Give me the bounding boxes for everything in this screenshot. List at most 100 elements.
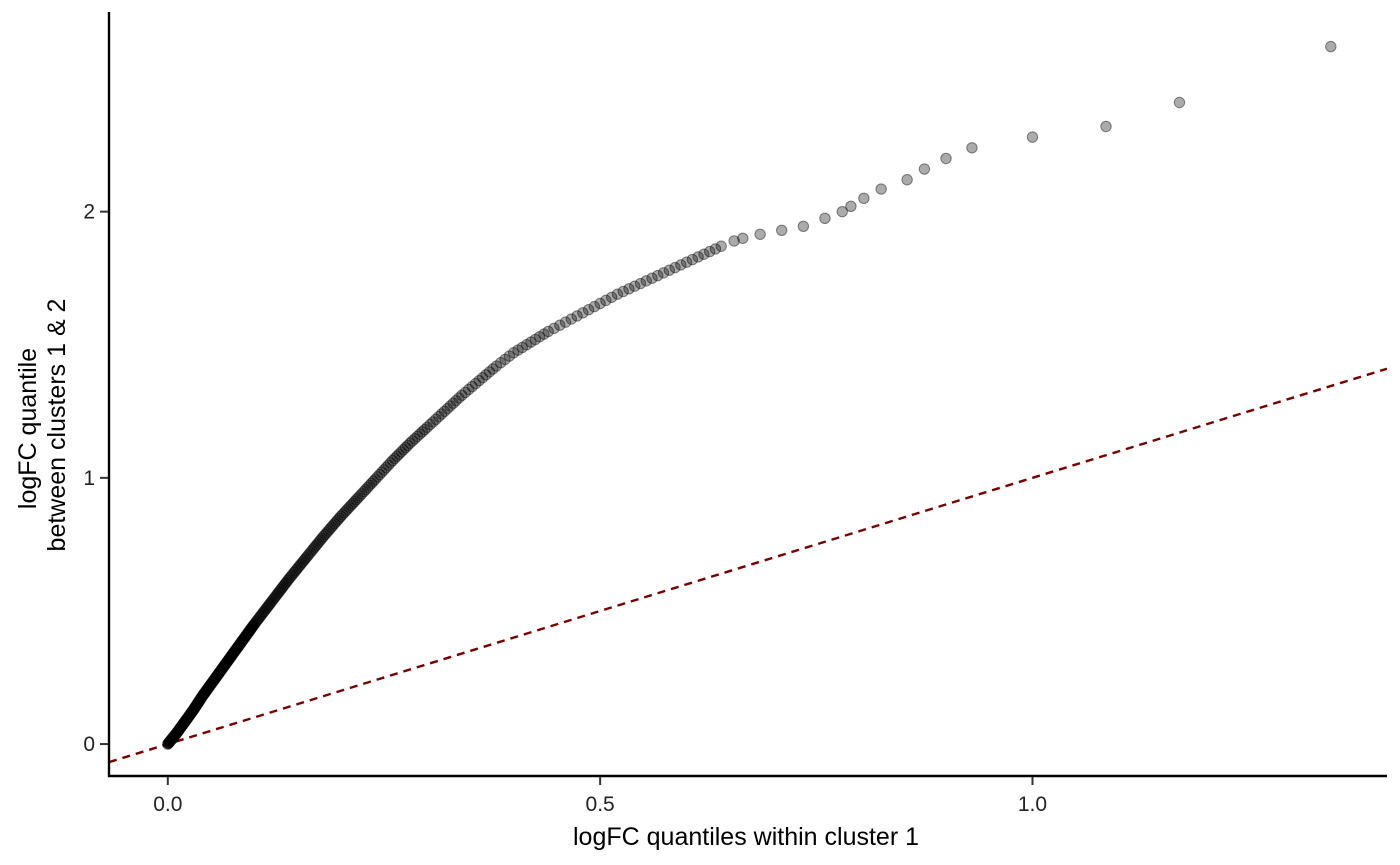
data-point bbox=[170, 728, 182, 740]
data-point bbox=[875, 183, 887, 195]
data-point bbox=[304, 546, 317, 559]
y-axis-title-line-1: logFC quantile bbox=[14, 348, 42, 509]
x-axis-title: logFC quantiles within cluster 1 bbox=[573, 823, 919, 851]
data-point bbox=[406, 435, 419, 447]
data-point bbox=[187, 704, 200, 716]
data-point bbox=[181, 712, 193, 725]
data-point bbox=[272, 586, 285, 599]
data-point bbox=[169, 729, 181, 741]
data-point bbox=[191, 698, 204, 710]
data-point bbox=[259, 604, 271, 616]
data-point bbox=[314, 534, 327, 546]
data-point bbox=[244, 624, 256, 636]
data-point bbox=[171, 726, 184, 738]
data-point bbox=[320, 527, 333, 539]
data-point bbox=[703, 245, 716, 258]
data-point bbox=[244, 623, 257, 636]
data-point bbox=[365, 477, 378, 490]
data-point bbox=[330, 516, 342, 528]
data-point bbox=[280, 576, 293, 588]
data-point bbox=[207, 675, 220, 687]
data-point bbox=[221, 656, 233, 668]
data-point bbox=[444, 400, 456, 412]
data-point bbox=[487, 363, 499, 375]
data-point bbox=[263, 598, 276, 611]
data-point bbox=[399, 441, 412, 454]
data-point bbox=[168, 730, 180, 743]
y-tick-label: 2 bbox=[83, 201, 95, 224]
x-tick-label: 1.0 bbox=[1018, 793, 1047, 816]
data-point bbox=[728, 235, 740, 247]
data-point bbox=[189, 701, 202, 713]
data-point bbox=[210, 671, 222, 683]
data-point bbox=[243, 625, 256, 637]
data-point bbox=[369, 473, 382, 485]
data-point bbox=[213, 667, 225, 679]
data-point bbox=[316, 532, 328, 544]
data-point bbox=[168, 730, 180, 742]
data-point bbox=[686, 253, 699, 266]
y-axis-title: logFC quantile between clusters 1 & 2 bbox=[14, 299, 71, 552]
data-point bbox=[213, 666, 226, 678]
data-point bbox=[218, 660, 230, 672]
data-point bbox=[202, 682, 214, 695]
data-point bbox=[234, 637, 247, 649]
data-point bbox=[529, 333, 541, 346]
data-point bbox=[675, 259, 687, 271]
data-point bbox=[338, 507, 350, 519]
data-point bbox=[424, 418, 436, 431]
data-point bbox=[776, 224, 788, 236]
data-point bbox=[1100, 120, 1112, 133]
data-point bbox=[179, 715, 191, 728]
data-point bbox=[215, 664, 227, 676]
data-point bbox=[300, 552, 312, 564]
data-point bbox=[174, 722, 186, 735]
data-point bbox=[411, 430, 424, 443]
data-point bbox=[211, 669, 224, 682]
data-point bbox=[179, 715, 192, 727]
data-point bbox=[173, 724, 185, 736]
data-point bbox=[239, 630, 252, 642]
data-point bbox=[217, 661, 230, 673]
data-point bbox=[629, 280, 641, 292]
data-point bbox=[284, 571, 296, 584]
data-point bbox=[698, 248, 710, 260]
data-point bbox=[421, 421, 433, 433]
data-point bbox=[347, 497, 359, 510]
data-point bbox=[325, 521, 338, 534]
data-point bbox=[571, 310, 583, 322]
data-point bbox=[285, 570, 298, 582]
data-point bbox=[299, 553, 311, 566]
data-point bbox=[184, 708, 197, 720]
data-point bbox=[402, 439, 414, 452]
data-point bbox=[177, 718, 189, 731]
data-point bbox=[181, 713, 193, 725]
data-point bbox=[237, 633, 250, 645]
data-point bbox=[495, 357, 507, 369]
data-point bbox=[233, 639, 245, 652]
data-point bbox=[476, 372, 489, 384]
data-point bbox=[600, 294, 612, 307]
data-point bbox=[594, 297, 606, 310]
data-point bbox=[219, 658, 232, 670]
data-point bbox=[441, 402, 454, 415]
data-point bbox=[283, 573, 295, 585]
x-tick-label: 0.5 bbox=[586, 793, 615, 816]
data-point bbox=[236, 634, 249, 647]
y-tick-label: 0 bbox=[83, 733, 95, 756]
data-point bbox=[213, 667, 225, 680]
data-point bbox=[227, 647, 239, 660]
data-point bbox=[251, 614, 264, 626]
data-point bbox=[232, 640, 245, 652]
data-point bbox=[715, 240, 727, 252]
data-point bbox=[754, 228, 766, 240]
data-point bbox=[797, 220, 810, 232]
data-point bbox=[311, 537, 324, 550]
data-point bbox=[198, 688, 210, 700]
data-point bbox=[393, 448, 405, 460]
data-point bbox=[228, 645, 241, 658]
data-point bbox=[966, 142, 978, 154]
data-point bbox=[186, 706, 198, 718]
data-point bbox=[180, 714, 193, 726]
data-point bbox=[169, 729, 182, 741]
